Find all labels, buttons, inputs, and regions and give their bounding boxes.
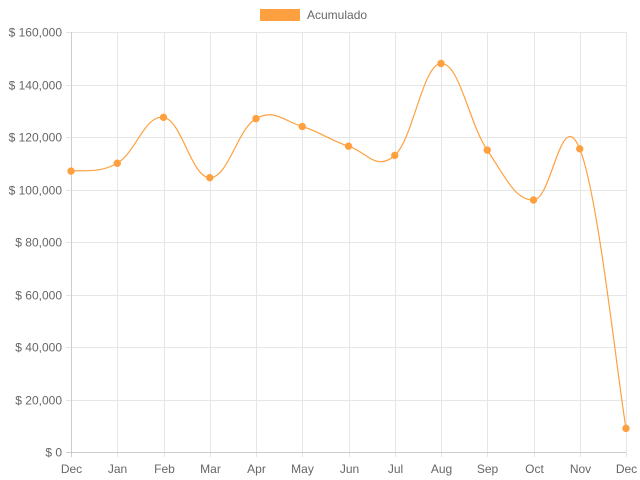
x-axis-tick-labels: Dec Jan Feb Mar Apr May Jun Jul Aug Sep Oct Nov Dec [61,462,637,476]
data-point [576,145,584,153]
y-tick-label: $ 0 [45,446,62,460]
x-tick-label: Jan [108,462,127,476]
series-acumulado [67,59,630,433]
x-tick-label: Mar [200,462,221,476]
data-point [622,424,630,433]
data-point [113,159,121,167]
y-tick-label: $ 20,000 [15,394,62,408]
legend-swatch-acumulado[interactable] [260,9,300,21]
data-point [206,173,214,182]
axes [71,32,626,453]
series-line-acumulado [70,62,627,429]
y-tick-label: $ 140,000 [9,79,63,93]
y-tick-label: $ 40,000 [15,341,62,355]
x-tick-label: Jun [340,462,359,476]
data-point [437,59,445,68]
y-tick-label: $ 120,000 [9,131,63,145]
grid-lines [66,32,627,457]
x-tick-label: Aug [431,462,452,476]
data-point [298,122,306,131]
x-tick-label: Sep [477,462,499,476]
x-tick-label: Feb [154,462,175,476]
x-tick-label: Apr [247,462,266,476]
data-point [67,167,75,175]
data-point [159,113,168,122]
data-point [344,142,353,150]
x-tick-label: May [291,462,314,476]
x-tick-label: Dec [616,462,637,476]
data-point [529,196,538,204]
y-tick-label: $ 160,000 [9,26,63,40]
y-tick-label: $ 100,000 [9,184,63,198]
y-tick-label: $ 80,000 [15,236,62,250]
x-tick-label: Dec [61,462,82,476]
x-tick-label: Jul [388,462,403,476]
legend-label-acumulado[interactable]: Acumulado [307,8,368,22]
y-tick-label: $ 60,000 [15,289,62,303]
x-tick-label: Oct [525,462,544,476]
x-tick-label: Nov [570,462,591,476]
y-axis-tick-labels: $ 0 $ 20,000 $ 40,000 $ 60,000 $ 80,000 $ 100… [9,26,63,460]
data-point [483,146,491,154]
data-point [252,114,260,123]
data-point [391,151,399,160]
